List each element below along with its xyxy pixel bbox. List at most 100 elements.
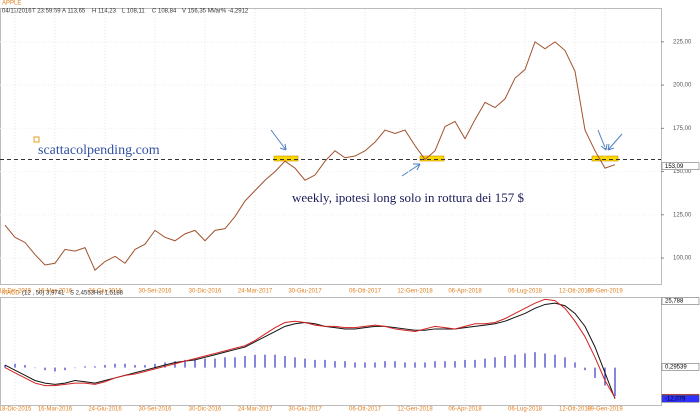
header-field: Hst 1,5188 (94, 291, 124, 297)
histogram-bar (494, 357, 496, 368)
histogram-bar (244, 356, 246, 368)
histogram-bar (444, 361, 446, 368)
histogram-bar (574, 362, 576, 368)
x-tick-label: 06-Ott-2017 (349, 289, 382, 295)
histogram-bar (424, 362, 426, 368)
histogram-bar (104, 365, 106, 368)
annotation: scattacolpending.com (38, 143, 160, 158)
histogram-bar (84, 366, 86, 368)
x-tick-label: 09-Gen-2019 (587, 289, 623, 295)
x-tick-label: 30-Giu-2017 (288, 407, 322, 413)
header-field: T 23:59:59 (32, 9, 61, 15)
x-tick-label: 16-Mar-2016 (38, 289, 73, 295)
header-field: S 2,4553 (70, 291, 95, 297)
histogram-bar (174, 361, 176, 368)
histogram-bar (4, 365, 6, 368)
x-tick-label: 30-Set-2016 (138, 407, 172, 413)
histogram-bar (324, 359, 326, 368)
panel-title: APPLE (2, 1, 21, 7)
histogram-bar (124, 363, 126, 368)
x-tick-label: 12-Ott-2018 (559, 289, 592, 295)
histogram-bar (54, 367, 56, 372)
histogram-bar (524, 353, 526, 368)
histogram-bar (404, 362, 406, 368)
x-tick-label: 12-Ott-2018 (559, 407, 592, 413)
histogram-bar (154, 363, 156, 368)
header-field: Var% -4,2912 (212, 9, 249, 15)
histogram-bar (204, 358, 206, 368)
histogram-bar (264, 354, 266, 368)
x-tick-label: 09-Gen-2019 (587, 407, 623, 413)
histogram-bar (64, 367, 66, 371)
header-field: 3,9741 (46, 291, 65, 297)
y-tick-label: 200,00 (673, 83, 692, 89)
histogram-bar (354, 362, 356, 368)
histogram-bar (364, 362, 366, 368)
histogram-bar (74, 367, 76, 369)
x-tick-label: 06-Lug-2018 (508, 407, 543, 413)
x-tick-label: 30-Set-2016 (138, 289, 172, 295)
histogram-bar (544, 353, 546, 368)
histogram-bar (614, 367, 616, 396)
series-line (4, 302, 616, 399)
histogram-bar (14, 363, 16, 368)
x-tick-label: 12-Gen-2018 (397, 407, 433, 413)
x-tick-label: 12-Gen-2018 (397, 289, 433, 295)
header-field: 04/11/2016 (2, 9, 32, 15)
histogram-bar (564, 357, 566, 368)
histogram-bar (474, 359, 476, 368)
histogram-bar (374, 362, 376, 368)
x-tick-label: 18-Dic-2015 (0, 407, 32, 413)
x-tick-label: 16-Mar-2016 (38, 407, 73, 413)
header-field: L 108,11 (122, 9, 145, 15)
histogram-bar (434, 361, 436, 368)
value-marker-label: 153,09 (665, 164, 684, 170)
header-field: C 108,84 (152, 9, 177, 15)
x-tick-label: 30-Giu-2017 (288, 289, 322, 295)
histogram-bar (184, 359, 186, 368)
price-frame (0, 8, 662, 285)
header-field: V 156,35 M (182, 9, 213, 15)
highlight-box (273, 155, 299, 162)
value-marker-label: 25,788 (665, 299, 684, 305)
header-field: H 114,23 (92, 9, 117, 15)
header-field: (12 , 50) (22, 291, 44, 297)
x-tick-label: 24-Mar-2017 (238, 407, 273, 413)
arrow (270, 129, 287, 151)
histogram-bar (284, 356, 286, 368)
histogram-bar (504, 356, 506, 368)
value-marker-label: 0,29539 (665, 364, 687, 370)
y-tick-label: 175,00 (673, 126, 692, 132)
x-tick-label: 06-Lug-2018 (508, 289, 543, 295)
histogram-bar (314, 359, 316, 368)
histogram-bar (144, 365, 146, 368)
y-tick-label: 150,00 (673, 169, 692, 175)
histogram-bar (294, 357, 296, 368)
histogram-bar (224, 357, 226, 368)
x-tick-label: 24-Giu-2016 (88, 407, 122, 413)
x-tick-label: 06-Apr-2018 (448, 289, 482, 295)
histogram-bar (344, 361, 346, 368)
histogram-bar (484, 358, 486, 368)
marker-square (33, 136, 40, 143)
arrow (597, 129, 608, 151)
value-marker (661, 395, 700, 403)
histogram-bar (334, 361, 336, 368)
x-tick-label: 24-Mar-2017 (238, 289, 273, 295)
series-line (4, 298, 616, 398)
x-tick-label: 24-Giu-2016 (88, 289, 122, 295)
x-tick-label: 06-Apr-2018 (448, 407, 482, 413)
histogram-bar (464, 359, 466, 368)
histogram-bar (94, 366, 96, 368)
value-marker (661, 162, 700, 170)
histogram-bar (214, 358, 216, 368)
value-marker (661, 363, 700, 371)
histogram-bar (454, 361, 456, 368)
histogram-bar (604, 367, 606, 386)
y-tick-label: 100,00 (673, 256, 692, 262)
y-tick-label: 125,00 (673, 212, 692, 218)
highlight-box (419, 155, 445, 162)
arrow (401, 163, 421, 177)
